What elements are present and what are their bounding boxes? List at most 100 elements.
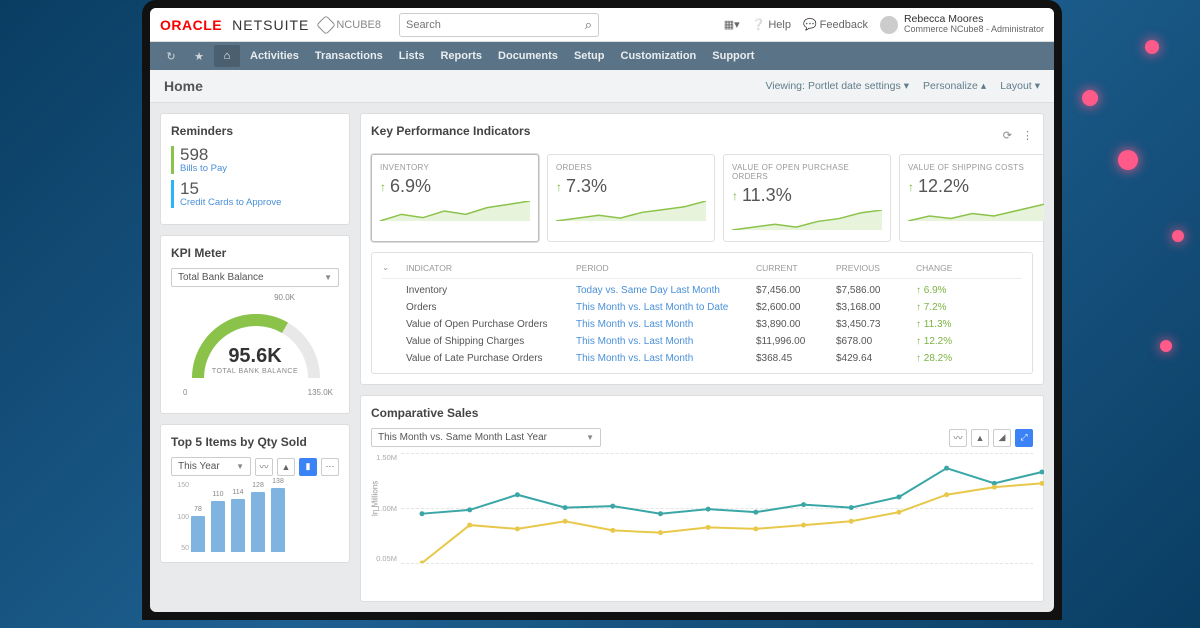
tile-value: 7.3% (566, 176, 607, 197)
top5-barchart: 15010050 78110114128138 (171, 482, 339, 552)
cell-period[interactable]: This Month vs. Last Month (576, 336, 756, 347)
nav-item-setup[interactable]: Setup (566, 50, 613, 62)
viewing-value: Portlet date settings (808, 80, 901, 92)
bg-orb (1145, 40, 1159, 54)
top5-title: Top 5 Items by Qty Sold (171, 435, 339, 449)
kpi-tile[interactable]: ORDERS↑7.3% (547, 154, 715, 242)
reminder-item[interactable]: 15Credit Cards to Approve (171, 180, 339, 208)
nav-item-activities[interactable]: Activities (242, 50, 307, 62)
feedback-label: Feedback (820, 19, 868, 31)
cell-current: $7,456.00 (756, 285, 836, 296)
cell-period[interactable]: Today vs. Same Day Last Month (576, 285, 756, 296)
y-tick: 0.05M (371, 554, 397, 563)
comp-sales-selector[interactable]: This Month vs. Same Month Last Year▼ (371, 428, 601, 447)
personalize-link[interactable]: Personalize ▴ (923, 80, 986, 92)
user-role: Commerce NCube8 - Administrator (904, 25, 1044, 35)
chart-expand-icon[interactable]: ⤢ (1015, 429, 1033, 447)
search-input[interactable] (406, 19, 585, 31)
gauge-caption: TOTAL BANK BALANCE (171, 368, 339, 375)
star-icon[interactable]: ★ (186, 45, 212, 67)
nav-item-reports[interactable]: Reports (432, 50, 490, 62)
chart-area-icon[interactable]: ▲ (277, 458, 295, 476)
help-link[interactable]: ❔ Help (752, 18, 791, 31)
up-arrow-icon: ↑ (556, 180, 562, 194)
kpi-tile[interactable]: VALUE OF OPEN PURCHASE ORDERS↑11.3% (723, 154, 891, 242)
cell-change: ↑ 11.3% (916, 319, 976, 330)
layout-link[interactable]: Layout ▾ (1000, 80, 1040, 92)
cell-indicator: Value of Late Purchase Orders (406, 353, 576, 364)
kpi-meter-selector-label: Total Bank Balance (178, 272, 264, 283)
gauge-value: 95.6K (171, 345, 339, 368)
caret-icon: ▼ (586, 433, 594, 442)
sparkline (556, 201, 706, 221)
user-menu[interactable]: Rebecca Moores Commerce NCube8 - Adminis… (880, 14, 1044, 35)
oracle-logo: ORACLE (160, 17, 222, 33)
kpi-meter-selector[interactable]: Total Bank Balance▼ (171, 268, 339, 287)
bar: 110 (211, 501, 225, 552)
tile-value: 6.9% (390, 176, 431, 197)
chart-more-icon[interactable]: ⋯ (321, 458, 339, 476)
top-right-tools: ▦▾ ❔ Help 💬 Feedback Rebecca Moores Comm… (724, 14, 1044, 35)
cell-period[interactable]: This Month vs. Last Month (576, 353, 756, 364)
personalize-label: Personalize (923, 80, 978, 92)
global-search[interactable]: ⌕ (399, 13, 599, 37)
nav-item-documents[interactable]: Documents (490, 50, 566, 62)
kpi-tile[interactable]: INVENTORY↑6.9% (371, 154, 539, 242)
gauge-max: 135.0K (308, 388, 333, 397)
bg-orb (1082, 90, 1098, 106)
chart-bar-icon[interactable]: ▮ (299, 458, 317, 476)
chart-area-icon[interactable]: ▲ (971, 429, 989, 447)
apps-icon[interactable]: ▦▾ (724, 18, 740, 31)
nav-item-transactions[interactable]: Transactions (307, 50, 391, 62)
top5-selector[interactable]: This Year▼ (171, 457, 251, 476)
viewing-label: Viewing: (765, 80, 805, 92)
comp-sales-title: Comparative Sales (371, 406, 1033, 420)
top5-card: Top 5 Items by Qty Sold This Year▼ 〰 ▲ ▮… (160, 424, 350, 563)
home-icon[interactable]: ⌂ (214, 45, 240, 67)
reminder-label: Bills to Pay (180, 163, 227, 174)
kpi-meter-card: KPI Meter Total Bank Balance▼ 95.6K TOTA… (160, 235, 350, 414)
reminder-label: Credit Cards to Approve (180, 197, 281, 208)
comp-sales-card: Comparative Sales This Month vs. Same Mo… (360, 395, 1044, 602)
cell-period[interactable]: This Month vs. Last Month (576, 319, 756, 330)
table-row: Value of Shipping ChargesThis Month vs. … (382, 333, 1022, 350)
layout-label: Layout (1000, 80, 1032, 92)
refresh-icon[interactable]: ⟳ (1003, 129, 1012, 142)
chart-line-icon[interactable]: 〰 (949, 429, 967, 447)
comp-sales-chart: In Millions 1.50M1.00M0.05M (371, 453, 1033, 563)
viewing-selector[interactable]: Viewing: Portlet date settings ▾ (765, 80, 909, 92)
bar: 114 (231, 499, 245, 552)
cell-previous: $3,168.00 (836, 302, 916, 313)
collapse-icon[interactable]: ⌄ (382, 262, 406, 273)
kpi-table: ⌄ INDICATOR PERIOD CURRENT PREVIOUS CHAN… (371, 252, 1033, 374)
kpi-meter-title: KPI Meter (171, 246, 339, 260)
recent-icon[interactable]: ↻ (158, 45, 184, 67)
sparkline (732, 210, 882, 230)
bar-value: 114 (231, 489, 245, 496)
cell-change: ↑ 6.9% (916, 285, 976, 296)
feedback-link[interactable]: 💬 Feedback (803, 18, 868, 31)
chart-line-icon[interactable]: 〰 (255, 458, 273, 476)
bg-orb (1118, 150, 1138, 170)
bg-orb (1172, 230, 1184, 242)
bar-value: 78 (191, 506, 205, 513)
cell-current: $368.45 (756, 353, 836, 364)
y-tick: 1.50M (371, 453, 397, 462)
kpi-tile[interactable]: VALUE OF SHIPPING COSTS↑12.2% (899, 154, 1044, 242)
search-icon[interactable]: ⌕ (585, 17, 592, 33)
up-arrow-icon: ↑ (908, 180, 914, 194)
gauge-mid: 90.0K (274, 293, 295, 302)
more-icon[interactable]: ⋮ (1022, 129, 1033, 142)
nav-item-lists[interactable]: Lists (391, 50, 433, 62)
chart-bar-icon[interactable]: ◢ (993, 429, 1011, 447)
reminder-item[interactable]: 598Bills to Pay (171, 146, 339, 174)
table-row: OrdersThis Month vs. Last Month to Date$… (382, 299, 1022, 316)
laptop-frame: ORACLE NETSUITE NCUBE8 ⌕ ▦▾ ❔ Help 💬 Fee… (142, 0, 1062, 620)
kpi-card: Key Performance Indicators ⟳ ⋮ INVENTORY… (360, 113, 1044, 385)
y-tick: 1.00M (371, 504, 397, 513)
avatar-icon (880, 16, 898, 34)
cell-previous: $7,586.00 (836, 285, 916, 296)
nav-item-customization[interactable]: Customization (613, 50, 705, 62)
nav-item-support[interactable]: Support (704, 50, 762, 62)
cell-period[interactable]: This Month vs. Last Month to Date (576, 302, 756, 313)
